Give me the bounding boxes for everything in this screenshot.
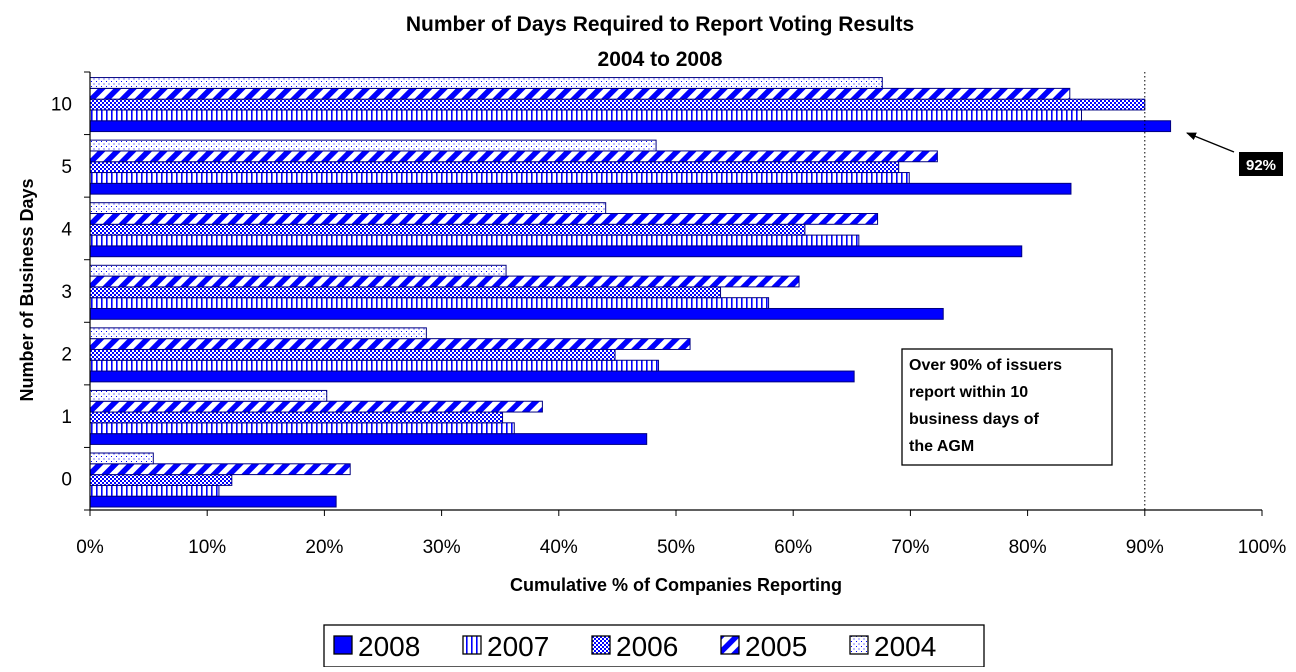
bar-2005-day-0 [89,463,351,476]
bar-2008-day-5 [89,182,1072,195]
legend-swatch-2004 [849,635,869,655]
bar-2006-day-0 [89,474,233,486]
annotation-box: Over 90% of issuers report within 10 bus… [901,348,1113,466]
bar-2008-day-10 [89,120,1172,133]
bar-2005-day-10 [89,87,1071,100]
callout-label: 92% [1246,157,1276,174]
bar-2007-day-3 [89,297,770,309]
bar-2004-day-10 [89,77,883,89]
y-tick-label-4: 4 [61,219,72,240]
bar-2008-day-1 [89,433,648,445]
bar-2004-day-1 [89,389,328,402]
bar-2006-day-3 [89,286,722,299]
y-tick-label-10: 10 [51,94,72,115]
legend-label-2005: 2005 [745,631,807,662]
bar-2005-day-3 [89,275,800,288]
legend-swatch-2007 [462,635,482,655]
bar-2004-day-2 [89,327,427,340]
bar-2005-day-5 [89,150,938,163]
bar-2006-day-2 [89,348,616,361]
bar-2005-day-4 [89,213,879,225]
x-tick-label: 20% [305,537,343,558]
pct-callout: 92% [1186,132,1283,176]
bar-2004-day-3 [89,264,507,277]
bar-2008-day-4 [89,245,1023,258]
bar-2008-day-2 [89,370,855,383]
bar-2004-day-4 [89,202,607,215]
legend-label-2006: 2006 [616,631,678,662]
chart-subtitle: 2004 to 2008 [598,48,723,71]
y-tick-label-1: 1 [61,407,72,428]
legend: 2008 2007 2006 2005 2004 [323,624,985,668]
bar-2006-day-1 [89,411,504,424]
bar-2005-day-2 [89,338,691,350]
legend-label-2008: 2008 [358,631,420,662]
x-tick-label: 60% [774,537,812,558]
bar-2006-day-5 [89,161,900,174]
bar-2007-day-4 [89,234,860,247]
annotation-line-4: the AGM [909,438,974,455]
bar-2004-day-5 [89,139,657,152]
legend-swatch-2008 [333,635,353,655]
x-tick-label: 90% [1126,537,1164,558]
chart-title: Number of Days Required to Report Voting… [406,13,914,36]
x-tick-label: 0% [76,537,104,558]
x-tick-label: 30% [423,537,461,558]
callout-label-box [1239,152,1283,176]
bar-2007-day-10 [89,109,1083,122]
bar-2007-day-1 [89,422,515,435]
y-tick-label-0: 0 [61,470,72,491]
y-tick-label-3: 3 [61,282,72,303]
bar-2008-day-3 [89,307,944,320]
x-tick-label: 80% [1009,537,1047,558]
y-tick-label-2: 2 [61,345,72,366]
bar-2007-day-5 [89,172,910,184]
legend-label-2004: 2004 [874,631,936,662]
x-tick-label: 50% [657,537,695,558]
bar-2006-day-4 [89,223,806,236]
callout-arrow [1186,132,1235,153]
legend-frame [323,624,985,668]
annotation-line-1: Over 90% of issuers [909,357,1062,374]
bar-2008-day-0 [89,495,337,508]
bars-group [89,77,1172,508]
y-tick-label-5: 5 [61,157,72,178]
bar-2007-day-0 [89,484,220,497]
x-tick-label: 100% [1238,537,1287,558]
x-tick-label: 10% [188,537,226,558]
bar-2005-day-1 [89,400,543,413]
bar-2006-day-10 [89,98,1146,111]
x-tick-label: 40% [540,537,578,558]
annotation-line-3: business days of [909,411,1039,428]
legend-label-2007: 2007 [487,631,549,662]
x-axis-title: Cumulative % of Companies Reporting [510,575,842,595]
legend-swatch-2006 [591,635,611,655]
annotation-line-2: report within 10 [909,384,1028,401]
y-axis-title: Number of Business Days [17,178,37,401]
bar-2004-day-0 [89,452,154,465]
legend-swatch-2005 [720,635,740,655]
x-tick-label: 70% [891,537,929,558]
bar-2007-day-2 [89,359,659,372]
